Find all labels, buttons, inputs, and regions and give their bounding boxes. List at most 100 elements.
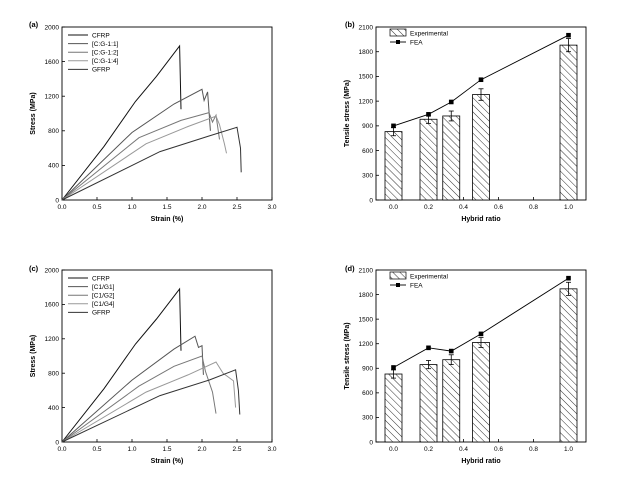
x-tick-label: 0.2	[424, 204, 433, 211]
x-axis-label: Strain (%)	[151, 458, 184, 465]
x-tick-label: 1.5	[162, 446, 171, 453]
x-tick-label: 1.0	[564, 446, 573, 453]
y-tick-label: 1500	[359, 316, 374, 323]
legend-label: CFRP	[92, 275, 110, 282]
legend-label: [C:G-1:1]	[92, 41, 119, 48]
x-tick-label: 0.0	[57, 446, 66, 453]
x-tick-label: 3.0	[267, 204, 276, 211]
series-line-1	[61, 335, 204, 443]
fea-point	[566, 275, 571, 281]
x-tick-label: 3.0	[267, 446, 276, 453]
y-axis-label: Stress (MPa)	[30, 92, 37, 134]
legend-label: FEA	[410, 39, 423, 46]
legend-label: [C1/G1]	[92, 284, 115, 291]
series-line-2	[61, 111, 220, 201]
x-tick-label: 0.2	[424, 446, 433, 453]
x-tick-label: 0.6	[494, 204, 503, 211]
y-tick-label: 2100	[359, 267, 374, 274]
legend-label: [C:G-1:2]	[92, 50, 119, 57]
series-line-3	[61, 115, 227, 201]
x-axis-label: Hybrid ratio	[461, 216, 500, 223]
x-tick-label: 0.4	[459, 204, 468, 211]
series-line-2	[61, 355, 217, 443]
bar	[559, 44, 578, 201]
fea-point	[426, 112, 431, 117]
y-tick-label: 800	[48, 371, 59, 378]
fea-point	[448, 99, 454, 105]
x-tick-label: 1.0	[127, 446, 136, 453]
legend-label: CFRP	[92, 32, 110, 39]
y-tick-label: 300	[362, 173, 373, 180]
x-tick-label: 0.0	[389, 204, 398, 211]
fea-point	[448, 348, 454, 354]
legend-label: [C:G-1:4]	[92, 58, 119, 65]
bar	[442, 359, 461, 443]
x-tick-label: 0.4	[459, 446, 468, 453]
y-tick-label: 900	[362, 366, 373, 373]
y-axis-label: Tensile stress (MPa)	[344, 322, 351, 389]
panel-label: (c)	[29, 264, 39, 273]
y-tick-label: 1500	[359, 74, 374, 81]
fea-point	[426, 345, 431, 351]
fea-point	[478, 331, 484, 337]
x-tick-label: 0.0	[57, 204, 66, 211]
y-tick-label: 900	[362, 123, 373, 130]
y-axis-label: Stress (MPa)	[30, 335, 37, 377]
y-tick-label: 1200	[359, 341, 374, 348]
legend-label: Experimental	[410, 30, 448, 37]
panel-label: (a)	[29, 20, 39, 29]
chart-panel-4: (d) 0.0 0.2 0.4 0.6 0.8 1.0 0 300 600 900 1200 1500 1…	[344, 264, 587, 465]
y-tick-label: 0	[369, 197, 373, 204]
y-tick-label: 2100	[359, 24, 374, 31]
fea-point	[391, 123, 396, 129]
bar	[472, 342, 490, 443]
y-tick-label: 600	[362, 390, 373, 397]
y-tick-label: 2000	[45, 24, 60, 31]
x-axis-label: Hybrid ratio	[461, 458, 500, 465]
x-tick-label: 0.8	[529, 446, 538, 453]
y-tick-label: 1600	[45, 59, 60, 66]
y-tick-label: 600	[362, 148, 373, 155]
legend-swatch-bar	[389, 271, 407, 280]
bar	[384, 373, 403, 443]
series-line-1	[61, 88, 211, 201]
bar	[472, 94, 490, 201]
y-tick-label: 1600	[45, 302, 60, 309]
legend-swatch-bar	[389, 28, 407, 37]
y-tick-label: 1200	[45, 94, 60, 101]
chart-panel-3: (c) 0.0 0.5 1.0 1.5 2.0 2.5 3.0 0 400 800 1200 1600 2…	[29, 264, 277, 465]
x-tick-label: 1.5	[162, 204, 171, 211]
series-line-4	[61, 369, 241, 443]
legend-label: GFRP	[92, 67, 110, 74]
series-line-0	[61, 287, 182, 443]
legend-marker	[396, 40, 400, 44]
series-line-0	[61, 44, 182, 201]
legend-label: Experimental	[410, 273, 448, 280]
panel-label: (b)	[345, 20, 355, 29]
y-tick-label: 2000	[45, 267, 60, 274]
bar	[419, 364, 438, 443]
fea-point	[478, 77, 484, 83]
x-axis-label: Strain (%)	[151, 216, 184, 223]
series-line-3	[61, 361, 237, 443]
x-tick-label: 2.5	[232, 446, 241, 453]
y-tick-label: 800	[48, 128, 59, 135]
y-tick-label: 0	[369, 439, 373, 446]
x-tick-label: 0.8	[529, 204, 538, 211]
x-tick-label: 1.0	[564, 204, 573, 211]
x-tick-label: 1.0	[127, 204, 136, 211]
fea-point	[391, 365, 396, 370]
x-tick-label: 0.6	[494, 446, 503, 453]
bar	[442, 115, 461, 201]
y-tick-label: 400	[48, 405, 59, 412]
x-tick-label: 0.5	[92, 204, 101, 211]
y-tick-label: 1800	[359, 49, 374, 56]
legend-marker	[396, 283, 400, 287]
x-tick-label: 2.0	[197, 446, 206, 453]
y-tick-label: 300	[362, 415, 373, 422]
y-axis-label: Tensile stress (MPa)	[344, 80, 351, 147]
fea-point	[566, 32, 571, 38]
x-tick-label: 2.5	[232, 204, 241, 211]
y-tick-label: 0	[55, 439, 59, 446]
bar	[384, 131, 403, 201]
